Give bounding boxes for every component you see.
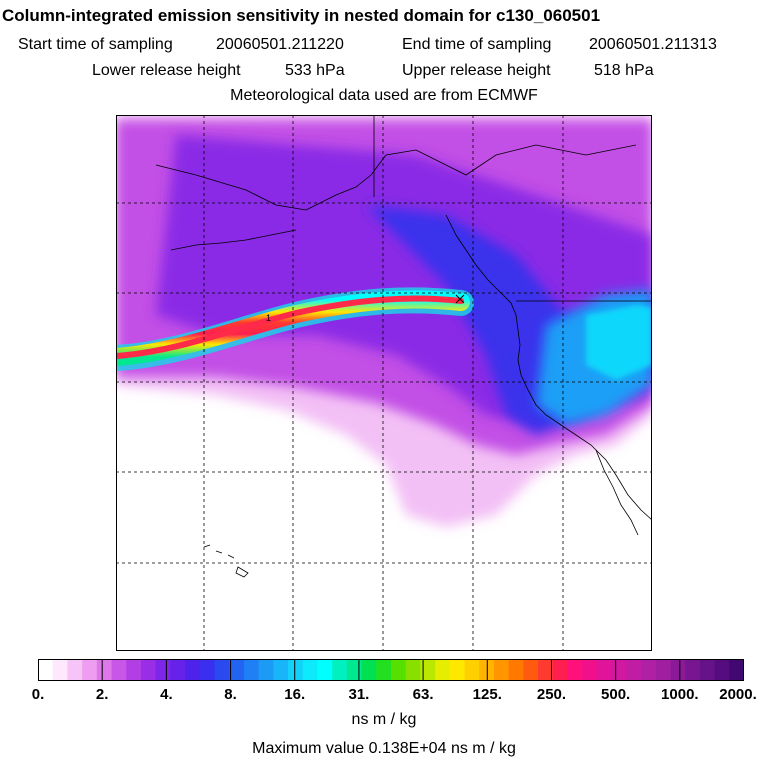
colorbar-swatch <box>420 659 436 681</box>
colorbar-swatch <box>538 659 554 681</box>
upper-release-label: Upper release height <box>402 62 551 79</box>
colorbar-tick-label: 1000. <box>661 686 699 703</box>
colorbar-swatch <box>199 659 215 681</box>
release-point-marker <box>455 294 465 304</box>
colorbar-swatch <box>140 659 157 681</box>
start-time-value: 20060501.211220 <box>216 36 344 53</box>
colorbar-swatch <box>126 659 142 681</box>
colorbar-swatch <box>332 659 348 681</box>
hawaii-islands <box>203 544 249 578</box>
colorbar-tick-label: 63. <box>412 686 434 703</box>
lower-release-value: 533 hPa <box>285 62 345 79</box>
coastline-bc <box>445 214 517 316</box>
colorbar-swatch <box>405 659 421 681</box>
emission-sensitivity-map: 1 <box>116 115 652 651</box>
colorbar-border <box>38 659 744 681</box>
sensitivity-field-bright-cyan <box>586 305 652 380</box>
baja-california <box>595 449 639 536</box>
colorbar-swatch <box>96 659 113 681</box>
colorbar-swatch <box>729 659 744 681</box>
lat-lon-grid <box>116 115 652 651</box>
colorbar-swatch <box>449 659 466 681</box>
colorbar-swatch <box>611 659 627 681</box>
colorbar-swatch <box>111 659 127 681</box>
colorbar-swatch <box>273 659 289 681</box>
colorbar-tick-label: 0. <box>31 686 45 703</box>
colorbar-tick-label: 500. <box>601 686 631 703</box>
colorbar-tick-label: 2000. <box>719 686 757 703</box>
colorbar-swatch <box>67 659 83 681</box>
colorbar-swatch <box>685 659 701 681</box>
colorbar-tick-label: 2. <box>95 686 109 703</box>
colorbar-swatch <box>170 659 186 681</box>
upper-release-value: 518 hPa <box>594 62 654 79</box>
colorbar-swatch <box>626 659 642 681</box>
colorbar-swatch <box>391 659 407 681</box>
colorbar-tick-label: 31. <box>348 686 370 703</box>
colorbar-swatch <box>185 659 201 681</box>
met-data-note: Meteorological data used are from ECMWF <box>230 87 538 104</box>
colorbar-swatch <box>155 659 171 681</box>
max-value: 0.138E+04 <box>368 740 447 757</box>
colorbar-tick-label: 8. <box>224 686 237 703</box>
colorbar-swatch <box>714 659 730 681</box>
colorbar-tick-label: 250. <box>536 686 567 703</box>
colorbar-swatch <box>508 659 524 681</box>
colorbar-swatch <box>288 659 304 681</box>
aleutian-islands <box>170 229 297 251</box>
colorbar-swatch <box>582 659 598 681</box>
colorbar-swatch <box>523 659 539 681</box>
coastline-north <box>155 144 637 211</box>
colorbar-swatch <box>317 659 333 681</box>
release-marker-label: 1 <box>266 313 271 323</box>
plume-center <box>116 295 464 359</box>
max-value-units: ns m / kg <box>450 740 516 757</box>
end-time-value: 20060501.211313 <box>589 36 717 53</box>
colorbar-swatch <box>655 659 671 681</box>
colorbar-swatch <box>596 659 613 681</box>
colorbar-tick-label: 125. <box>472 686 502 703</box>
colorbar-swatch <box>229 659 245 681</box>
max-value-label: Maximum value <box>252 740 365 757</box>
colorbar-swatch <box>302 659 318 681</box>
colorbar-swatch <box>361 659 377 681</box>
colorbar-swatch <box>38 659 54 681</box>
colorbar-swatch <box>567 659 583 681</box>
start-time-label: Start time of sampling <box>18 36 173 53</box>
colorbar-swatch <box>670 659 686 681</box>
maximum-value-line: Maximum value 0.138E+04 ns m / kg <box>0 740 768 758</box>
coastlines <box>155 115 652 578</box>
map-title: Column-integrated emission sensitivity i… <box>2 6 601 25</box>
colorbar-swatch <box>552 659 568 681</box>
lower-release-label: Lower release height <box>92 62 241 79</box>
colorbar-swatch <box>435 659 451 681</box>
end-time-label: End time of sampling <box>402 36 552 53</box>
colorbar-swatch <box>346 659 363 681</box>
colorbar-swatch <box>52 659 68 681</box>
colorbar <box>38 659 744 681</box>
colorbar-tick-label: 4. <box>160 686 173 703</box>
colorbar-swatch <box>641 659 657 681</box>
colorbar-swatch <box>699 659 716 681</box>
map-border <box>116 115 652 651</box>
colorbar-swatch <box>464 659 480 681</box>
colorbar-swatch <box>82 659 98 681</box>
coastline-west <box>515 314 652 521</box>
colorbar-swatch <box>493 659 510 681</box>
colorbar-swatch <box>214 659 230 681</box>
colorbar-swatch <box>243 659 260 681</box>
colorbar-swatch <box>376 659 392 681</box>
colorbar-tick-label: 16. <box>284 686 306 703</box>
colorbar-units: ns m / kg <box>351 711 417 728</box>
colorbar-swatch <box>258 659 274 681</box>
